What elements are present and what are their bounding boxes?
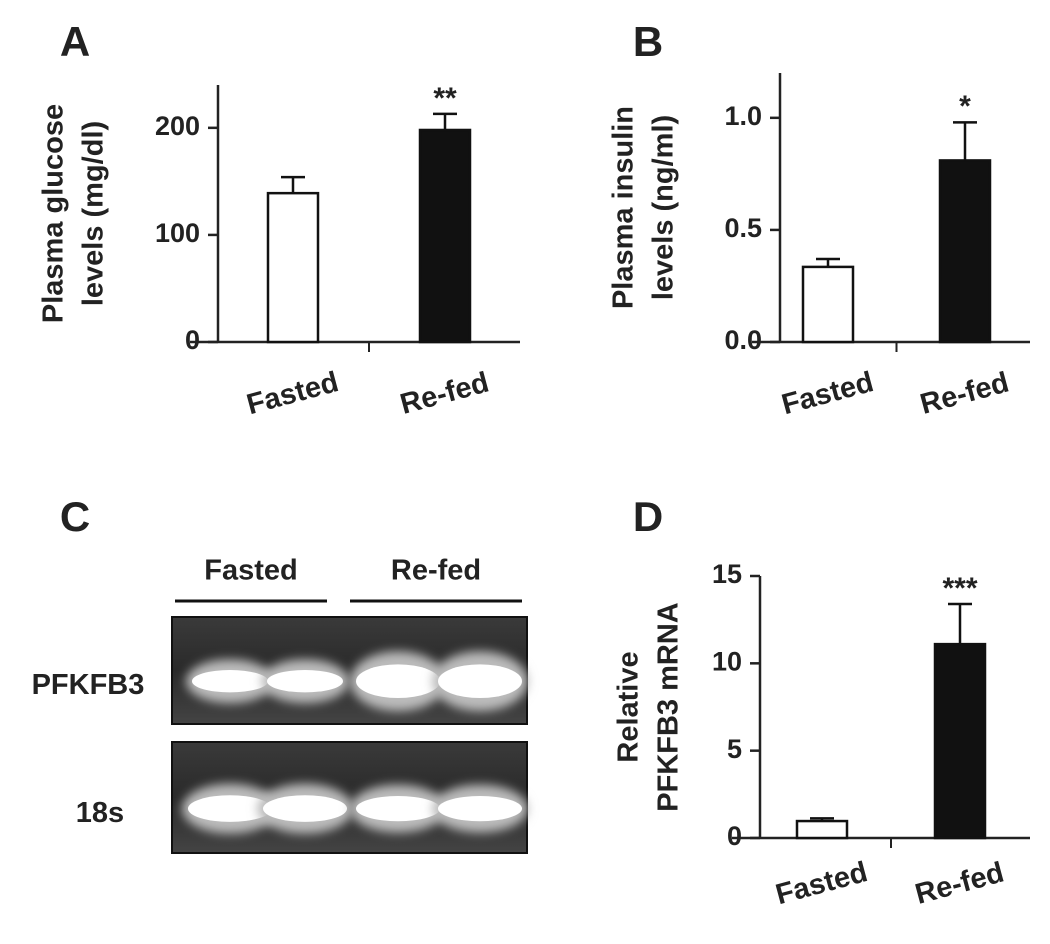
bar: [801, 265, 855, 344]
significance-label: *: [959, 90, 971, 123]
significance-label: ***: [942, 572, 977, 605]
y-tick-label: 0: [185, 325, 200, 355]
y-tick-label: 1.0: [724, 101, 762, 131]
lane-group-label: Fasted: [204, 555, 297, 587]
error-bar: [810, 817, 834, 822]
gel-band: [267, 670, 343, 693]
gel-band: [188, 795, 272, 822]
x-tick-label: Re-fed: [397, 367, 492, 421]
y-axis-label: Plasma glucose: [38, 104, 70, 323]
bar: [418, 128, 472, 344]
significance-label: **: [433, 82, 457, 115]
bar: [266, 191, 320, 344]
x-tick-label: Fasted: [243, 366, 342, 421]
x-tick-label: Fasted: [778, 366, 877, 421]
panel-label: A: [60, 18, 90, 65]
y-tick-label: 200: [155, 111, 200, 141]
gel-band: [192, 670, 268, 693]
y-tick-label: 0.5: [724, 213, 762, 243]
x-tick-label: Re-fed: [912, 857, 1007, 911]
y-tick-label: 5: [727, 734, 742, 764]
y-axis-label: PFKFB3 mRNA: [653, 602, 685, 812]
x-tick-label: Re-fed: [917, 367, 1012, 421]
y-axis-label: Relative: [613, 651, 645, 762]
y-tick-label: 0.0: [724, 325, 762, 355]
lane-group-label: Re-fed: [391, 555, 481, 587]
y-axis-label: levels (mg/dl): [78, 121, 110, 306]
gel-band: [438, 664, 522, 698]
row-label: 18s: [76, 797, 124, 829]
bar: [795, 819, 849, 840]
error-bar: [281, 175, 305, 194]
y-tick-label: 100: [155, 218, 200, 248]
gel-band: [263, 795, 347, 822]
panel-label: C: [60, 493, 90, 540]
y-axis-label: levels (ng/ml): [648, 115, 680, 300]
gel-band: [438, 796, 522, 822]
y-tick-label: 10: [712, 646, 742, 676]
x-tick-label: Fasted: [772, 856, 871, 911]
row-label: PFKFB3: [32, 669, 145, 701]
panel-label: B: [633, 18, 663, 65]
bar: [933, 642, 987, 840]
error-bar: [948, 602, 972, 645]
y-tick-label: 15: [712, 559, 742, 589]
y-axis-label: Plasma insulin: [608, 106, 640, 309]
error-bar: [816, 257, 840, 267]
error-bar: [953, 121, 977, 161]
error-bar: [433, 112, 457, 130]
gel-band: [356, 796, 440, 822]
panel-label: D: [633, 493, 663, 540]
bar: [938, 159, 992, 344]
gel-band: [356, 664, 440, 698]
y-tick-label: 0: [727, 821, 742, 851]
